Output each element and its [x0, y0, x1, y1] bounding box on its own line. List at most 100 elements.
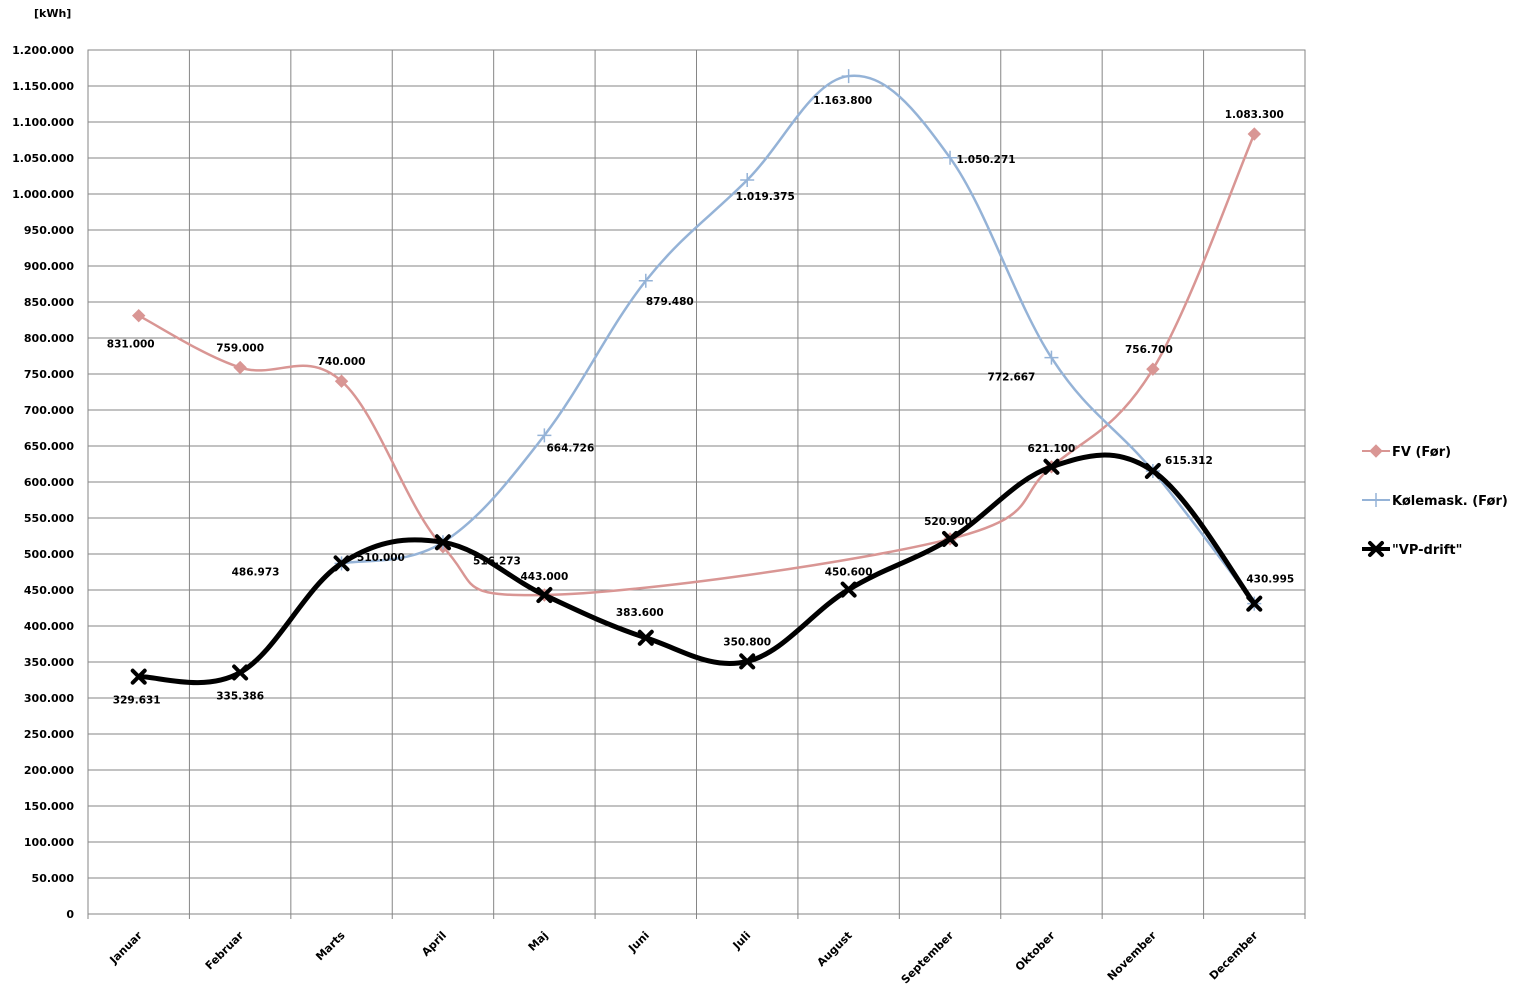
y-tick-label: 950.000 [24, 224, 74, 237]
y-tick-label: 450.000 [24, 584, 74, 597]
marker-x [333, 555, 350, 572]
data-label: 450.600 [825, 567, 873, 579]
y-tick-label: 1.200.000 [12, 44, 74, 57]
y-tick-label: 1.000.000 [12, 188, 74, 201]
y-unit-label: [kWh] [34, 7, 71, 20]
series-line [138, 133, 1256, 597]
y-tick-label: 150.000 [24, 800, 74, 813]
x-tick-label: Februar [203, 929, 247, 973]
y-tick-label: 600.000 [24, 476, 74, 489]
marker-plus [537, 428, 552, 443]
data-label: 759.000 [216, 343, 264, 355]
marker-diamond [334, 374, 349, 388]
data-label: 615.312 [1165, 455, 1213, 467]
y-tick-label: 200.000 [24, 764, 74, 777]
marker-x [942, 530, 959, 547]
marker-x [840, 581, 857, 598]
x-tick-label: Juli [730, 929, 754, 953]
y-tick-label: 0 [66, 908, 74, 921]
x-tick-label: Marts [313, 929, 348, 964]
data-label: 510.000 [357, 552, 405, 564]
marker-x [1246, 595, 1263, 612]
x-tick-label: Januar [107, 929, 146, 968]
y-tick-label: 550.000 [24, 512, 74, 525]
data-label: 443.000 [520, 571, 568, 583]
legend-item: Kølemask. (Før) [1362, 493, 1508, 509]
y-tick-label: 1.050.000 [12, 152, 74, 165]
marker-plus [1369, 493, 1383, 507]
y-tick-label: 650.000 [24, 440, 74, 453]
x-tick-label: November [1105, 929, 1160, 984]
data-label: 772.667 [988, 372, 1036, 384]
y-tick-label: 350.000 [24, 656, 74, 669]
marker-diamond [1369, 444, 1383, 458]
series-2 [130, 452, 1263, 686]
data-label: 1.050.271 [956, 154, 1015, 166]
data-label: 516.273 [473, 555, 521, 567]
x-tick-label: April [419, 929, 449, 959]
y-tick-label: 500.000 [24, 548, 74, 561]
data-label: 329.631 [113, 695, 161, 707]
y-tick-label: 700.000 [24, 404, 74, 417]
y-tick-label: 400.000 [24, 620, 74, 633]
y-tick-label: 1.150.000 [12, 80, 74, 93]
y-tick-label: 100.000 [24, 836, 74, 849]
marker-plus [841, 69, 856, 84]
data-label: 664.726 [546, 442, 594, 454]
gridlines [87, 49, 1306, 919]
marker-x [536, 587, 553, 604]
x-axis-ticks: Januar Februar Marts April Maj Juni Juli August… [107, 929, 1261, 985]
marker-x [739, 653, 756, 670]
data-label: 1.019.375 [736, 191, 795, 203]
y-tick-label: 850.000 [24, 296, 74, 309]
marker-diamond [1247, 127, 1261, 141]
marker-plus [638, 273, 653, 288]
legend-label: "VP-drift" [1392, 543, 1462, 558]
marker-x [434, 534, 451, 551]
series-layer [130, 69, 1263, 686]
marker-diamond [132, 308, 146, 323]
data-label: 350.800 [723, 636, 771, 648]
data-label: 1.083.300 [1225, 109, 1284, 121]
marker-x [1043, 458, 1060, 475]
y-tick-label: 250.000 [24, 728, 74, 741]
data-label: 879.480 [646, 296, 694, 308]
data-label: 740.000 [318, 356, 366, 368]
data-label: 486.973 [232, 566, 280, 578]
x-tick-label: December [1207, 929, 1261, 983]
y-tick-label: 900.000 [24, 260, 74, 273]
data-label: 756.700 [1125, 344, 1173, 356]
data-label: 621.100 [1028, 443, 1076, 455]
legend-label: FV (Før) [1392, 445, 1451, 460]
data-label: 430.995 [1246, 574, 1294, 586]
data-label: 1.163.800 [813, 95, 872, 107]
data-labels: 831.000 759.000 740.000 510.000 443.000 520.9… [107, 95, 1294, 707]
x-tick-label: September [899, 929, 957, 985]
y-tick-label: 1.100.000 [12, 116, 74, 129]
marker-diamond [1146, 362, 1160, 376]
y-tick-label: 50.000 [32, 872, 75, 885]
legend-label: Kølemask. (Før) [1392, 494, 1508, 509]
legend-item: FV (Før) [1362, 444, 1451, 460]
x-tick-label: Maj [526, 929, 551, 954]
legend-item: "VP-drift" [1362, 541, 1462, 558]
marker-x [130, 668, 147, 685]
marker-x [232, 664, 249, 681]
data-label: 383.600 [616, 607, 664, 619]
marker-plus [1044, 350, 1059, 365]
y-tick-label: 800.000 [24, 332, 74, 345]
y-tick-label: 750.000 [24, 368, 74, 381]
marker-plus [740, 173, 755, 188]
data-label: 831.000 [107, 339, 155, 351]
x-tick-label: Juni [625, 929, 652, 956]
series-line [138, 452, 1257, 686]
x-tick-label: Oktober [1013, 929, 1058, 974]
y-axis-ticks: 0 50.000 100.000 150.000 200.000 250.000 300.0… [12, 44, 74, 921]
data-label: 335.386 [216, 691, 264, 703]
series-line [341, 74, 1256, 605]
marker-plus [943, 150, 958, 165]
series-1 [334, 69, 1262, 611]
legend: FV (Før) Kølemask. (Før) "VP-drift" [1362, 444, 1508, 558]
marker-x [637, 629, 654, 646]
marker-diamond [233, 360, 247, 375]
